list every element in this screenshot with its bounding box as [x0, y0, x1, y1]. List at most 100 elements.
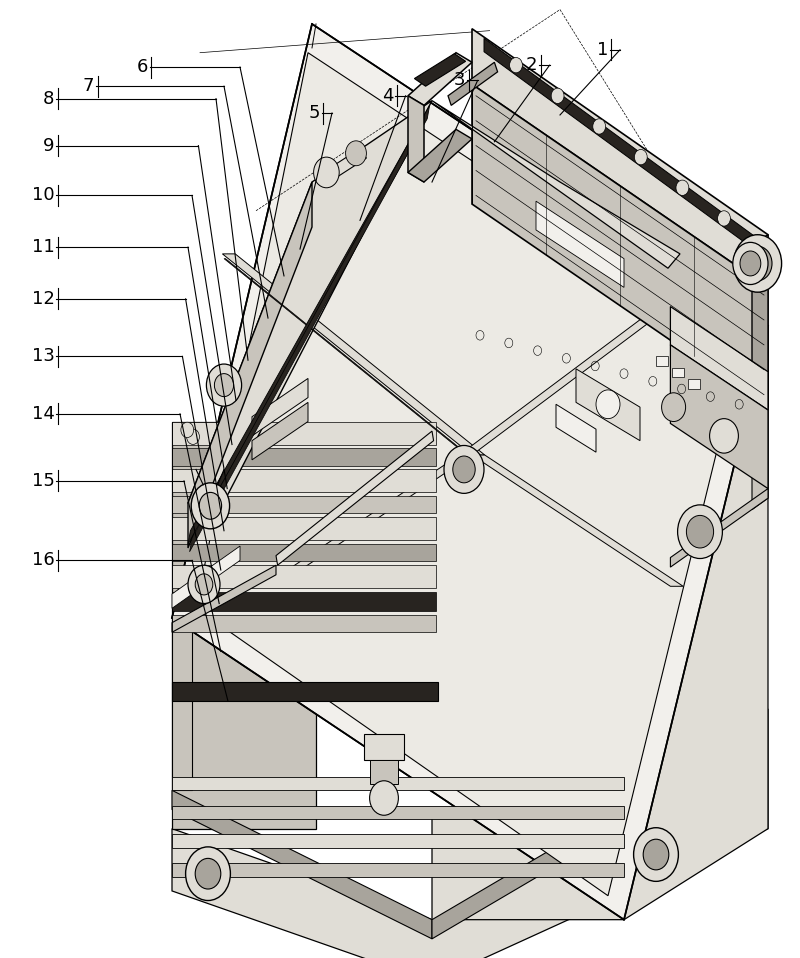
Polygon shape [172, 24, 768, 920]
Polygon shape [172, 806, 624, 819]
Text: 5: 5 [309, 104, 320, 122]
Polygon shape [252, 402, 308, 460]
Circle shape [444, 445, 484, 493]
Polygon shape [222, 254, 485, 455]
Circle shape [510, 57, 522, 73]
Text: 15: 15 [31, 472, 54, 490]
Text: 14: 14 [31, 405, 54, 422]
Bar [688, 379, 700, 389]
Polygon shape [370, 760, 398, 784]
Polygon shape [252, 378, 308, 436]
Polygon shape [172, 682, 438, 701]
Polygon shape [188, 101, 432, 517]
Polygon shape [408, 53, 472, 105]
Polygon shape [172, 469, 436, 492]
Circle shape [186, 847, 230, 901]
Circle shape [370, 781, 398, 815]
Circle shape [195, 858, 221, 889]
Polygon shape [190, 115, 424, 552]
Polygon shape [172, 790, 432, 939]
Circle shape [593, 119, 606, 134]
Polygon shape [484, 38, 762, 255]
Polygon shape [172, 496, 436, 513]
Circle shape [634, 149, 647, 165]
Polygon shape [432, 807, 624, 939]
Circle shape [710, 419, 738, 453]
Text: 16: 16 [32, 552, 54, 569]
Polygon shape [556, 404, 596, 452]
Circle shape [314, 157, 339, 188]
Polygon shape [752, 326, 768, 510]
Text: 2: 2 [526, 57, 538, 74]
Circle shape [643, 839, 669, 870]
Bar [656, 356, 668, 366]
Polygon shape [576, 369, 640, 441]
Polygon shape [670, 307, 768, 410]
Circle shape [199, 492, 222, 519]
Polygon shape [172, 422, 436, 445]
Circle shape [188, 565, 220, 604]
Polygon shape [188, 105, 430, 544]
Circle shape [662, 393, 686, 422]
Circle shape [718, 211, 730, 226]
Text: 10: 10 [32, 187, 54, 204]
Text: 4: 4 [382, 87, 394, 104]
Polygon shape [224, 259, 472, 458]
Polygon shape [172, 592, 436, 611]
Text: 1: 1 [597, 41, 608, 58]
Polygon shape [172, 422, 316, 829]
Polygon shape [670, 489, 768, 567]
Circle shape [733, 242, 768, 285]
Circle shape [214, 374, 234, 397]
Polygon shape [448, 62, 498, 105]
Polygon shape [172, 544, 436, 561]
Polygon shape [670, 345, 768, 489]
Polygon shape [364, 734, 404, 760]
Circle shape [734, 235, 782, 292]
Polygon shape [432, 101, 680, 268]
Text: 11: 11 [32, 239, 54, 256]
Circle shape [195, 574, 213, 595]
Polygon shape [752, 235, 768, 417]
Text: 3: 3 [454, 72, 466, 89]
Polygon shape [172, 565, 276, 632]
Text: 8: 8 [43, 90, 54, 107]
Circle shape [453, 456, 475, 483]
Polygon shape [172, 863, 624, 877]
Polygon shape [172, 615, 436, 632]
Polygon shape [172, 448, 436, 466]
Circle shape [686, 515, 714, 548]
Circle shape [743, 246, 772, 281]
Polygon shape [459, 307, 670, 455]
Polygon shape [172, 777, 624, 790]
Polygon shape [172, 709, 768, 958]
Circle shape [596, 390, 620, 419]
Polygon shape [172, 618, 192, 790]
Text: 12: 12 [31, 290, 54, 308]
Polygon shape [408, 129, 472, 182]
Text: 7: 7 [83, 78, 94, 95]
Polygon shape [536, 201, 624, 287]
Polygon shape [414, 54, 466, 86]
Polygon shape [196, 53, 744, 896]
Circle shape [181, 422, 194, 438]
Polygon shape [432, 326, 768, 920]
Polygon shape [408, 96, 424, 182]
Polygon shape [263, 455, 472, 586]
Bar [672, 368, 684, 377]
Circle shape [551, 88, 564, 103]
Polygon shape [172, 565, 436, 588]
Circle shape [191, 483, 230, 529]
Circle shape [346, 141, 366, 166]
Polygon shape [188, 182, 312, 548]
Circle shape [676, 180, 689, 195]
Text: 6: 6 [137, 58, 148, 76]
Circle shape [634, 828, 678, 881]
Polygon shape [472, 29, 768, 287]
Polygon shape [472, 84, 768, 407]
Text: 13: 13 [31, 348, 54, 365]
Circle shape [206, 364, 242, 406]
Text: 9: 9 [43, 137, 54, 154]
Polygon shape [172, 834, 624, 848]
Polygon shape [172, 517, 436, 540]
